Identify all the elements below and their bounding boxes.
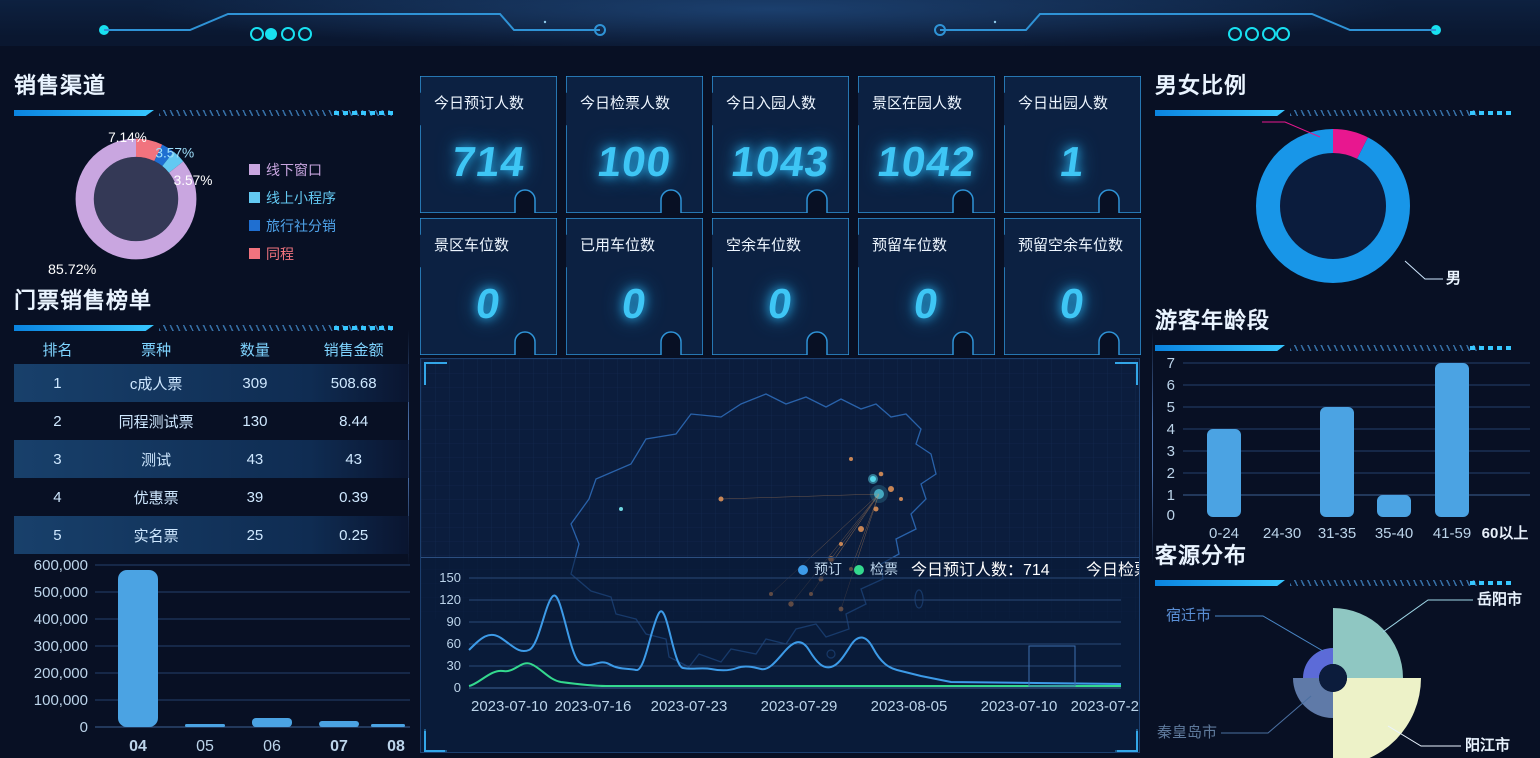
svg-text:秦皇岛市: 秦皇岛市 xyxy=(1157,724,1217,741)
svg-text:阳江市: 阳江市 xyxy=(1465,736,1510,754)
svg-text:岳阳市: 岳阳市 xyxy=(1477,590,1522,608)
svg-text:300,000: 300,000 xyxy=(34,638,88,655)
svg-text:06: 06 xyxy=(263,738,281,755)
svg-text:3.57%: 3.57% xyxy=(174,173,213,188)
svg-text:1: 1 xyxy=(1167,487,1175,504)
svg-text:500,000: 500,000 xyxy=(34,584,88,601)
svg-text:5: 5 xyxy=(1167,399,1175,416)
svg-text:6: 6 xyxy=(1167,377,1175,394)
svg-text:3.57%: 3.57% xyxy=(155,145,194,160)
svg-text:4: 4 xyxy=(1167,421,1175,438)
svg-text:7.14%: 7.14% xyxy=(108,130,147,145)
svg-text:85.72%: 85.72% xyxy=(48,262,97,278)
svg-text:08: 08 xyxy=(387,738,405,755)
svg-text:200,000: 200,000 xyxy=(34,665,88,682)
svg-text:400,000: 400,000 xyxy=(34,611,88,628)
svg-text:600,000: 600,000 xyxy=(34,557,88,574)
svg-text:04: 04 xyxy=(129,738,147,755)
svg-text:07: 07 xyxy=(330,738,348,755)
svg-text:7: 7 xyxy=(1167,355,1175,372)
svg-text:3: 3 xyxy=(1167,443,1175,460)
svg-text:男: 男 xyxy=(1446,270,1461,287)
svg-text:0: 0 xyxy=(1167,507,1175,524)
svg-text:2: 2 xyxy=(1167,465,1175,482)
svg-text:05: 05 xyxy=(196,738,214,755)
svg-text:0: 0 xyxy=(80,719,88,736)
svg-text:宿迁市: 宿迁市 xyxy=(1166,607,1211,624)
svg-text:100,000: 100,000 xyxy=(34,692,88,709)
